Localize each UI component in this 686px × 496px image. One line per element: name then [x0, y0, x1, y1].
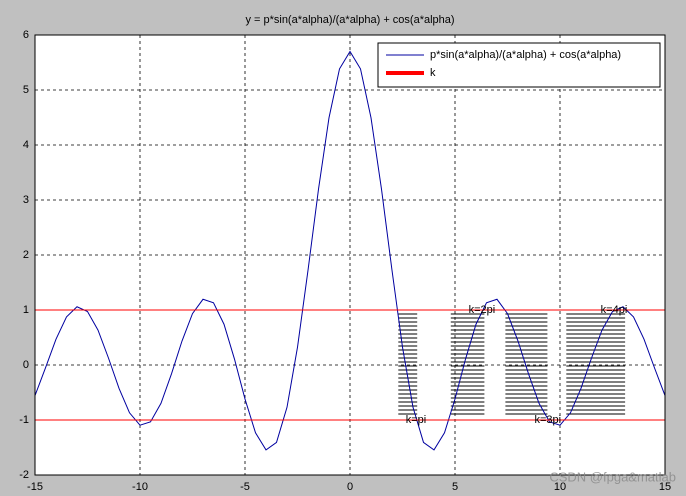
- annotation: k=4pi: [601, 304, 628, 316]
- y-tick-label: 4: [23, 139, 29, 151]
- x-tick-label: 0: [347, 481, 353, 493]
- line-series: [34, 50, 666, 451]
- x-tick-label: 10: [554, 481, 566, 493]
- x-tick-label: 5: [452, 481, 458, 493]
- allowed-band: [505, 313, 548, 415]
- x-tick-label: 15: [659, 481, 671, 493]
- chart-title: y = p*sin(a*alpha)/(a*alpha) + cos(a*alp…: [245, 14, 454, 26]
- watermark: CSDN @fpga&matlab: [549, 469, 676, 484]
- legend-label: k: [430, 67, 436, 79]
- legend-label: p*sin(a*alpha)/(a*alpha) + cos(a*alpha): [430, 49, 621, 61]
- annotation: k=pi: [406, 414, 427, 426]
- x-tick-label: -15: [27, 481, 43, 493]
- legend-box: [377, 42, 661, 88]
- y-tick-label: 0: [23, 359, 29, 371]
- y-tick-label: -2: [19, 469, 29, 481]
- x-tick-label: -10: [132, 481, 148, 493]
- y-tick-label: 1: [23, 304, 29, 316]
- annotation: k=2pi: [469, 304, 496, 316]
- y-tick-label: 6: [23, 29, 29, 41]
- y-tick-label: 5: [23, 84, 29, 96]
- axes-frame: [34, 34, 666, 476]
- y-tick-label: 3: [23, 194, 29, 206]
- annotation: k=3pi: [535, 414, 562, 426]
- allowed-band: [450, 313, 485, 415]
- x-tick-label: -5: [240, 481, 250, 493]
- y-tick-label: 2: [23, 249, 29, 261]
- y-tick-label: -1: [19, 414, 29, 426]
